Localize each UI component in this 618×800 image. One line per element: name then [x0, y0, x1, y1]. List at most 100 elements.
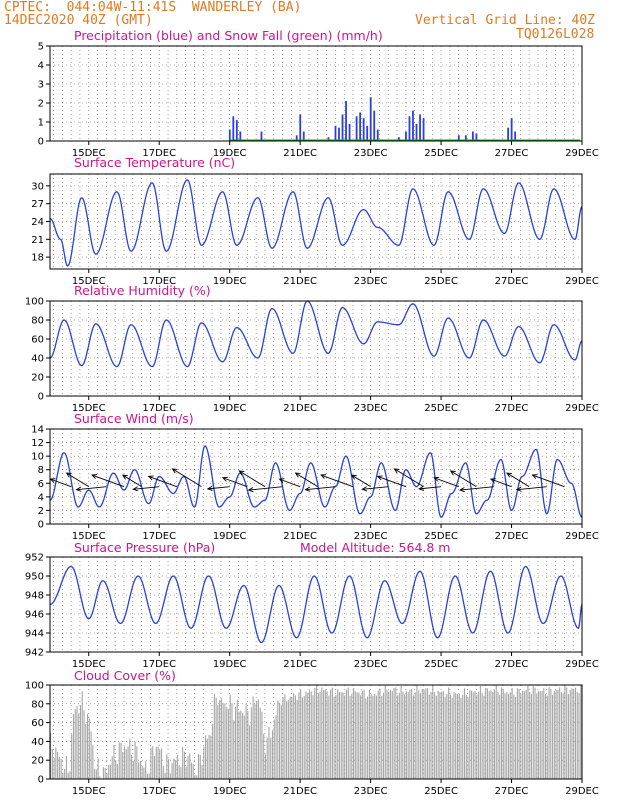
temp-title: Surface Temperature (nC): [74, 155, 236, 170]
cloud-cover-bar: [132, 761, 134, 779]
precip-ytick-label: 0: [38, 137, 44, 148]
rh-xtick-label: 23DEC: [354, 403, 388, 414]
cloud-cover-bar: [499, 694, 501, 779]
precip-xtick-label: 17DEC: [142, 148, 176, 159]
cloud-cover-bar: [349, 695, 351, 779]
cloud-cover-bar: [515, 696, 517, 779]
cloud-cover-bar: [530, 694, 533, 779]
cloud-cover-bar: [522, 690, 524, 779]
wind-arrow-head: [459, 487, 465, 493]
precip-bar: [514, 131, 517, 141]
cloud-cover-bar: [94, 768, 96, 779]
cloud-cover-bar: [411, 688, 413, 779]
cloud-cover-bar: [442, 691, 444, 779]
wind-arrow-head: [221, 476, 228, 482]
precip-ytick-label: 2: [38, 99, 44, 110]
cloud-cover-bar: [236, 699, 238, 779]
pres-xtick-label: 19DEC: [213, 659, 247, 670]
cloud-cover-bar: [88, 718, 90, 779]
cloud-cover-bar: [439, 691, 441, 779]
precip-bar: [232, 116, 235, 141]
cloud-cover-bar: [434, 692, 436, 779]
wind-arrow-head: [238, 470, 245, 476]
cloud-cover-bar: [85, 724, 87, 779]
precip-ytick-label: 5: [38, 42, 44, 53]
cloud-cover-bar: [150, 747, 152, 779]
precip-bar: [397, 137, 400, 141]
cloud-title: Cloud Cover (%): [74, 668, 176, 683]
cloud-cover-bar: [229, 694, 231, 779]
cloud-cover-bar: [382, 692, 385, 779]
cloud-cover-bar: [234, 706, 237, 779]
cloud-cover-bar: [282, 697, 284, 779]
precip-bar: [235, 120, 238, 141]
wind-arrow-head: [489, 478, 496, 484]
cloud-cover-bar: [328, 695, 330, 779]
cloud-cover-bar: [347, 687, 349, 779]
cloud-cover-bar: [543, 688, 545, 779]
cloud-cover-bar: [90, 731, 92, 779]
cloud-cover-bar: [555, 689, 557, 779]
pres-frame: [49, 556, 583, 653]
cloud-cover-bar: [354, 691, 356, 779]
wind-arrow-head: [531, 474, 538, 479]
cloud-cover-bar: [273, 719, 275, 779]
header-station-line: CPTEC: 044:04W-11:41S WANDERLEY (BA): [4, 0, 302, 15]
rh-title: Relative Humidity (%): [74, 283, 211, 298]
precip-bar: [373, 110, 376, 141]
wind-arrow: [490, 478, 512, 488]
cloud-cover-bar: [367, 696, 369, 779]
pres-xtick-label: 23DEC: [354, 659, 388, 670]
cloud-cover-bar: [286, 701, 288, 779]
cloud-cover-bar: [134, 741, 136, 779]
cloud-cover-bar: [238, 711, 240, 779]
wind-arrow: [148, 475, 177, 488]
cloud-cover-bar: [51, 748, 53, 779]
wind-ytick-label: 2: [38, 506, 44, 517]
wind-arrow-head: [206, 485, 213, 492]
wind-arrow: [532, 474, 565, 488]
cloud-cover-bar: [316, 685, 318, 779]
cloud-cover-bar: [303, 696, 305, 779]
cloud-cover-bar: [67, 772, 69, 779]
wind-series-line: [49, 445, 583, 518]
cloud-cover-bar: [509, 692, 511, 779]
cloud-cover-bar: [280, 705, 282, 779]
cloud-cover-bar: [372, 695, 374, 779]
precip-bar: [295, 135, 298, 141]
wind-arrow: [450, 470, 477, 488]
cloud-cover-bar: [115, 759, 117, 779]
cloud-cover-bar: [58, 756, 60, 779]
cloud-cover-bar: [192, 763, 194, 779]
header-vertical-grid: Vertical Grid Line: 40Z: [415, 13, 596, 28]
wind-arrow: [434, 477, 459, 488]
cloud-cover-bar: [65, 755, 67, 779]
cloud-ytick-label: 100: [25, 681, 44, 692]
cloud-cover-bar: [317, 693, 319, 779]
cloud-cover-bar: [153, 756, 156, 779]
temp-xtick-label: 17DEC: [142, 276, 176, 287]
cloud-cover-bar: [187, 755, 189, 779]
precip-bar: [510, 118, 513, 141]
wind-ytick-label: 6: [38, 479, 44, 490]
model-altitude: Model Altitude: 564.8 m: [300, 540, 451, 555]
cloud-cover-bar: [72, 714, 75, 779]
cloud-cover-bar: [567, 694, 570, 779]
wind-arrow: [516, 486, 547, 491]
cloud-cover-bar: [562, 693, 564, 779]
cloud-cover-bar: [270, 737, 272, 779]
precip-bar: [369, 97, 372, 141]
wind-arrow: [305, 486, 336, 491]
cloud-cover-bar: [307, 692, 309, 779]
cloud-cover-bar: [95, 769, 97, 779]
wind-arrow: [362, 486, 389, 490]
precip-xtick-label: 25DEC: [424, 148, 458, 159]
cloud-cover-bar: [545, 693, 547, 779]
precip-bar: [362, 118, 365, 141]
cloud-xtick-label: 25DEC: [424, 786, 458, 797]
cloud-cover-bar: [203, 746, 205, 779]
cloud-cover-bar: [525, 689, 527, 779]
precip-bar: [422, 118, 425, 141]
cloud-cover-bar: [539, 691, 541, 779]
cloud-cover-bar: [294, 695, 296, 779]
